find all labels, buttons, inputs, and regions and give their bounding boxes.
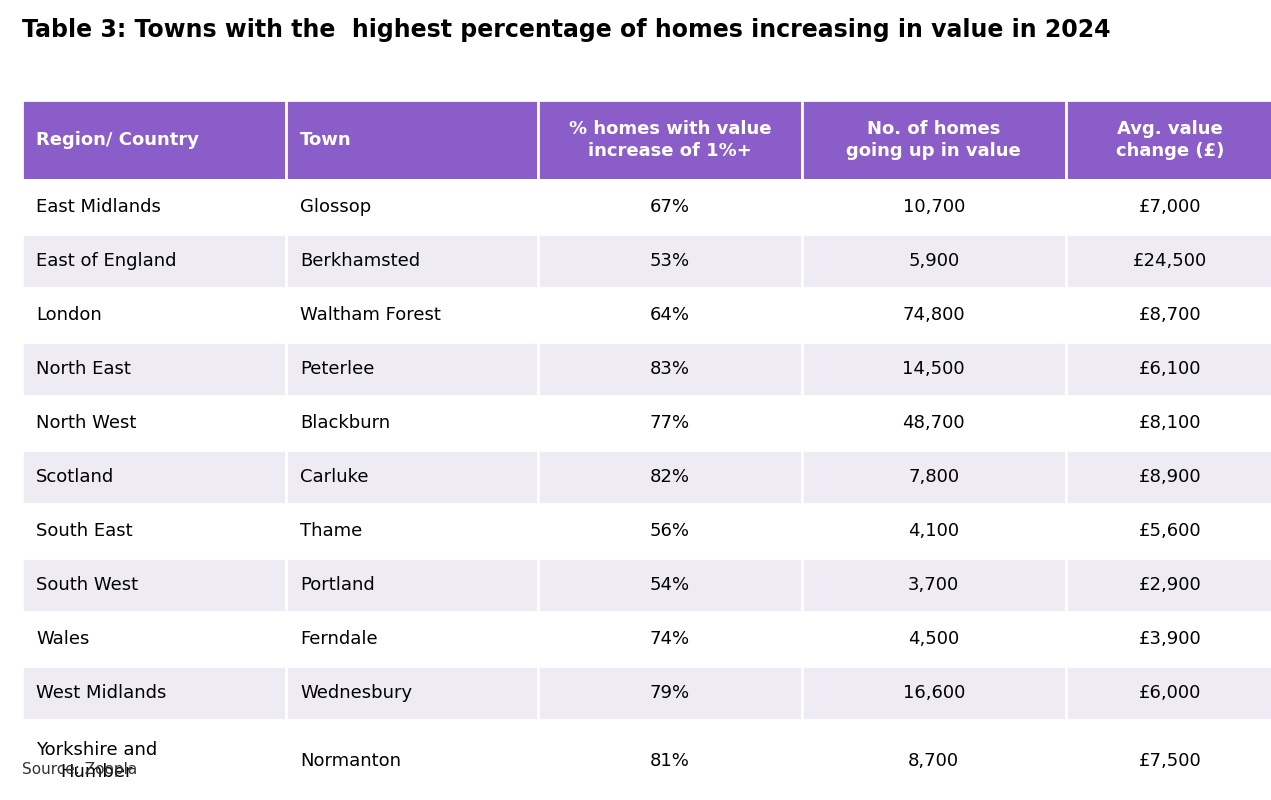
Text: South West: South West [36,576,139,594]
Text: Glossop: Glossop [300,198,371,216]
Text: 3,700: 3,700 [909,576,960,594]
Text: East of England: East of England [36,252,177,270]
Text: 5,900: 5,900 [909,252,960,270]
Text: 67%: 67% [649,198,690,216]
Text: Thame: Thame [300,522,362,540]
Text: Table 3: Towns with the  highest percentage of homes increasing in value in 2024: Table 3: Towns with the highest percenta… [22,18,1111,42]
Text: Berkhamsted: Berkhamsted [300,252,421,270]
Text: Region/ Country: Region/ Country [36,131,200,149]
Text: % homes with value
increase of 1%+: % homes with value increase of 1%+ [568,120,771,160]
Text: £3,900: £3,900 [1139,630,1201,648]
Text: £6,100: £6,100 [1139,360,1201,378]
Text: No. of homes
going up in value: No. of homes going up in value [846,120,1021,160]
Text: 81%: 81% [649,752,690,770]
Text: Wales: Wales [36,630,89,648]
Text: 74,800: 74,800 [902,306,965,324]
Text: £8,900: £8,900 [1139,468,1201,486]
Text: 83%: 83% [649,360,690,378]
Text: £5,600: £5,600 [1139,522,1201,540]
Text: Town: Town [300,131,352,149]
Text: South East: South East [36,522,132,540]
Text: £7,500: £7,500 [1139,752,1201,770]
Text: Avg. value
change (£): Avg. value change (£) [1116,120,1224,160]
Text: £8,700: £8,700 [1139,306,1201,324]
Text: £7,000: £7,000 [1139,198,1201,216]
Text: 64%: 64% [649,306,690,324]
Text: West Midlands: West Midlands [36,684,167,702]
Text: 77%: 77% [649,414,690,432]
Text: Wednesbury: Wednesbury [300,684,412,702]
Text: 79%: 79% [649,684,690,702]
Text: £2,900: £2,900 [1139,576,1201,594]
Text: 14,500: 14,500 [902,360,965,378]
Text: 82%: 82% [649,468,690,486]
Text: £24,500: £24,500 [1132,252,1207,270]
Text: North West: North West [36,414,136,432]
Text: 7,800: 7,800 [909,468,960,486]
Text: 4,100: 4,100 [909,522,960,540]
Text: Scotland: Scotland [36,468,114,486]
Text: Portland: Portland [300,576,375,594]
Text: 74%: 74% [649,630,690,648]
Text: £6,000: £6,000 [1139,684,1201,702]
Text: Ferndale: Ferndale [300,630,377,648]
Text: Yorkshire and
Humber: Yorkshire and Humber [36,741,158,781]
Text: Waltham Forest: Waltham Forest [300,306,441,324]
Text: East Midlands: East Midlands [36,198,161,216]
Text: Normanton: Normanton [300,752,402,770]
Text: North East: North East [36,360,131,378]
Text: Peterlee: Peterlee [300,360,375,378]
Text: Carluke: Carluke [300,468,369,486]
Text: 56%: 56% [649,522,690,540]
Text: 8,700: 8,700 [909,752,960,770]
Text: Source: Zoopla: Source: Zoopla [22,762,137,777]
Text: London: London [36,306,102,324]
Text: 54%: 54% [649,576,690,594]
Text: Blackburn: Blackburn [300,414,390,432]
Text: 4,500: 4,500 [909,630,960,648]
Text: £8,100: £8,100 [1139,414,1201,432]
Text: 16,600: 16,600 [902,684,965,702]
Text: 53%: 53% [649,252,690,270]
Text: 48,700: 48,700 [902,414,965,432]
Text: 10,700: 10,700 [902,198,965,216]
